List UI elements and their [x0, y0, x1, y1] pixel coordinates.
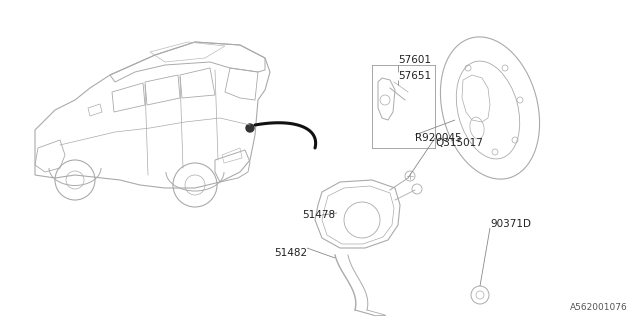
Text: A562001076: A562001076 [570, 303, 628, 312]
Text: 90371D: 90371D [490, 219, 531, 229]
Text: 51478: 51478 [302, 210, 335, 220]
Circle shape [246, 124, 254, 132]
Text: 51482: 51482 [274, 248, 307, 258]
Text: 57601: 57601 [398, 55, 431, 65]
Text: 57651: 57651 [398, 71, 431, 81]
Text: Q315017: Q315017 [435, 138, 483, 148]
Text: R920045: R920045 [415, 133, 461, 143]
